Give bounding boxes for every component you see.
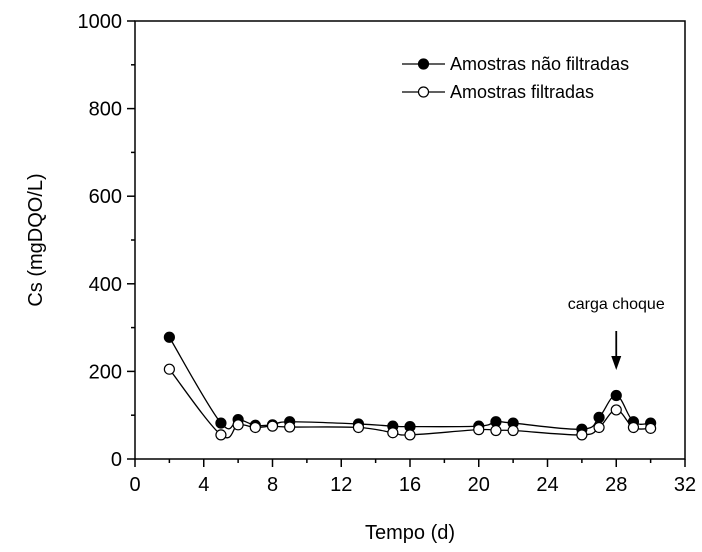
x-tick-label: 28: [605, 474, 627, 496]
data-point-filled: [215, 417, 227, 429]
data-point-open: [627, 421, 640, 434]
plot-frame: [134, 20, 686, 460]
data-point-open: [645, 422, 657, 434]
data-point-open: [507, 424, 519, 437]
data-point-open: [387, 427, 399, 439]
y-tick-label: 200: [89, 361, 122, 383]
legend-marker: [417, 58, 430, 70]
annotation-layer: carga choque: [568, 296, 665, 370]
legend-marker: [417, 86, 430, 98]
data-point-filled: [163, 331, 175, 343]
series-layer: [163, 331, 657, 441]
x-tick-label: 32: [674, 474, 696, 496]
x-tick-label: 16: [399, 474, 421, 496]
axis-ticks: 0 200 400 600 800 1000 0 4 8 12 16 20 24 28 32: [78, 11, 697, 496]
y-tick-label: 400: [89, 274, 122, 296]
data-point-open: [404, 429, 416, 441]
data-point-open: [610, 404, 622, 416]
data-point-open: [249, 421, 261, 434]
series-2: [163, 363, 657, 441]
x-tick-label: 12: [330, 474, 352, 496]
y-axis-title: Cs (mgDQO/L): [25, 173, 47, 306]
x-axis-title: Tempo (d): [365, 522, 455, 544]
legend-entry: Amostras não filtradas: [402, 54, 629, 74]
data-point-open: [352, 421, 365, 434]
data-point-open: [490, 424, 502, 437]
data-point-open: [473, 424, 485, 436]
legend-label: Amostras filtradas: [450, 82, 594, 102]
y-tick-label: 1000: [78, 11, 123, 33]
data-point-open: [266, 420, 279, 432]
data-point-open: [232, 419, 244, 431]
data-point-open: [163, 363, 175, 375]
y-tick-label: 800: [89, 99, 122, 121]
x-tick-label: 8: [267, 474, 278, 496]
legend-label: Amostras não filtradas: [450, 54, 629, 74]
x-tick-label: 24: [536, 474, 558, 496]
x-tick-label: 4: [198, 474, 209, 496]
data-point-filled: [593, 411, 605, 423]
y-tick-label: 0: [111, 449, 122, 471]
data-point-open: [576, 429, 588, 441]
legend: Amostras não filtradas Amostras filtradas: [402, 54, 629, 102]
data-point-open: [593, 421, 605, 434]
x-tick-label: 20: [468, 474, 490, 496]
legend-entry: Amostras filtradas: [402, 82, 594, 102]
data-point-open: [284, 421, 296, 433]
annotation-label: carga choque: [568, 296, 665, 313]
series-1: [163, 331, 657, 435]
annotation-arrow-head: [611, 356, 622, 370]
data-point-open: [215, 429, 227, 441]
x-tick-label: 0: [129, 474, 140, 496]
plot-border: [134, 20, 686, 460]
y-tick-label: 600: [89, 186, 122, 208]
data-point-filled: [610, 389, 622, 402]
